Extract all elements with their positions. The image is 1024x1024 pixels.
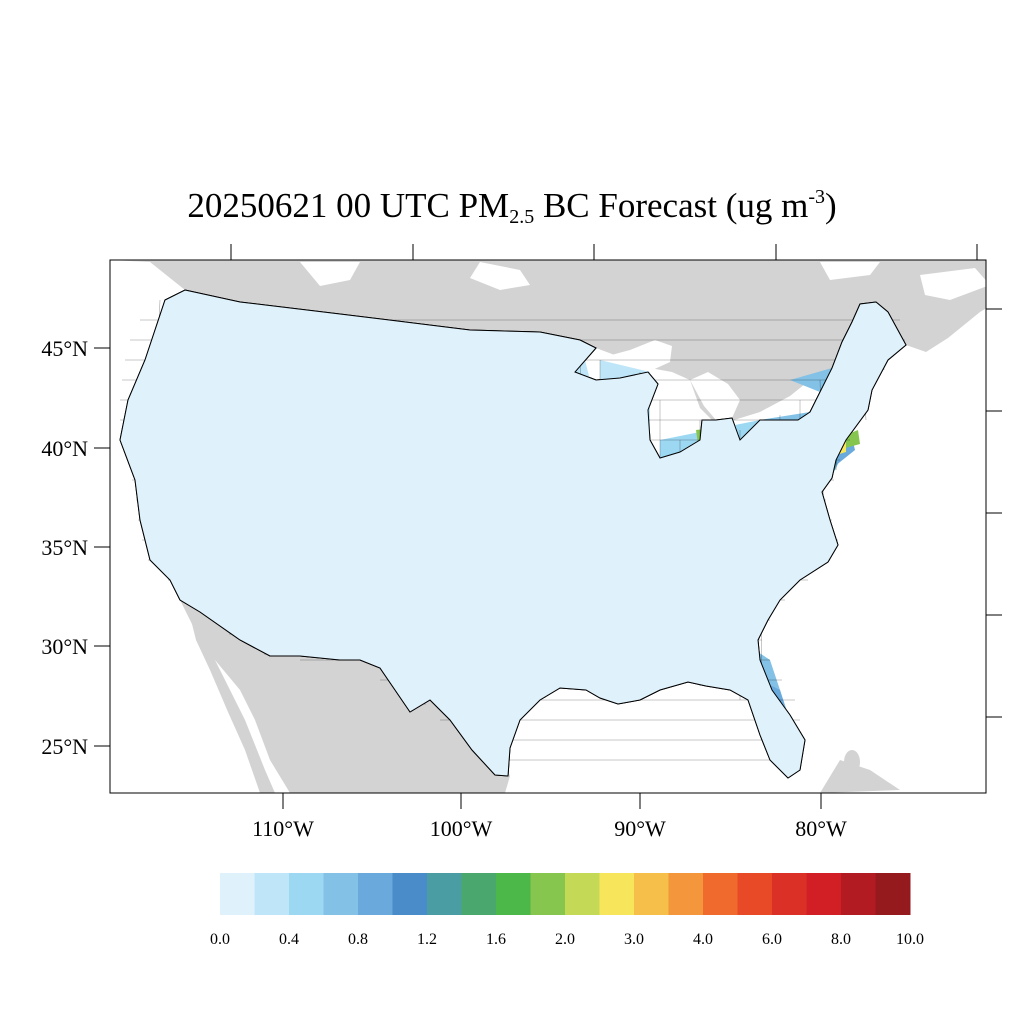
colorbar-swatch xyxy=(668,873,704,915)
colorbar-swatch xyxy=(254,873,290,915)
colorbar-label: 3.0 xyxy=(624,931,644,948)
colorbar-labels: 0.0 0.4 0.8 1.2 1.6 2.0 3.0 4.0 6.0 8.0 10.0 xyxy=(210,931,924,948)
lat-label-35: 35°N xyxy=(41,535,88,560)
colorbar-label: 6.0 xyxy=(762,931,782,948)
lat-label-45: 45°N xyxy=(41,336,88,361)
colorbar-swatch xyxy=(599,873,635,915)
colorbar-swatch xyxy=(220,873,255,915)
cuba-landmass xyxy=(820,760,900,793)
plot-frame xyxy=(109,259,987,794)
colorbar-label: 0.0 xyxy=(210,931,230,948)
colorbar-swatch xyxy=(289,873,324,915)
colorbar-label: 1.6 xyxy=(486,931,506,948)
colorbar-swatch xyxy=(737,873,773,915)
lat-label-25: 25°N xyxy=(41,734,88,759)
colorbar xyxy=(220,873,911,915)
colorbar-swatch xyxy=(358,873,393,915)
colorbar-label: 10.0 xyxy=(896,931,924,948)
top-axis-ticks xyxy=(230,244,978,260)
colorbar-swatch xyxy=(323,873,359,915)
colorbar-swatch xyxy=(634,873,669,915)
colorbar-label: 0.4 xyxy=(279,931,299,948)
colorbar-label: 4.0 xyxy=(693,931,713,948)
colorbar-swatch xyxy=(427,873,462,915)
mexico-landmass xyxy=(180,600,510,793)
map-title: 20250621 00 UTC PM2.5 BC Forecast (ug m-… xyxy=(187,186,837,228)
lake-huron xyxy=(690,372,740,420)
lat-label-30: 30°N xyxy=(41,634,88,659)
bahamas-island xyxy=(844,750,860,774)
colorbar-swatch xyxy=(565,873,600,915)
colorbar-swatch xyxy=(875,873,911,915)
baja-peninsula xyxy=(190,616,275,793)
northern-lakes xyxy=(470,262,986,300)
colorbar-swatch xyxy=(392,873,428,915)
hudson-bay-water xyxy=(300,262,360,286)
colorbar-label: 0.8 xyxy=(348,931,368,948)
colorbar-swatch xyxy=(841,873,876,915)
left-axis-ticks xyxy=(94,347,110,747)
colorbar-label: 2.0 xyxy=(555,931,575,948)
lon-label-80: 80°W xyxy=(795,816,847,841)
colorbar-swatch xyxy=(461,873,497,915)
colorbar-swatch xyxy=(772,873,807,915)
colorbar-label: 8.0 xyxy=(831,931,851,948)
lon-label-100: 100°W xyxy=(430,816,493,841)
colorbar-swatch xyxy=(806,873,842,915)
colorbar-swatch xyxy=(530,873,566,915)
colorbar-swatch xyxy=(496,873,531,915)
lat-label-40: 40°N xyxy=(41,436,88,461)
colorbar-label: 1.2 xyxy=(417,931,437,948)
lon-label-90: 90°W xyxy=(614,816,666,841)
lon-label-110: 110°W xyxy=(252,816,314,841)
bottom-axis-ticks xyxy=(282,793,822,809)
right-axis-ticks xyxy=(986,308,1002,718)
colorbar-swatch xyxy=(703,873,738,915)
